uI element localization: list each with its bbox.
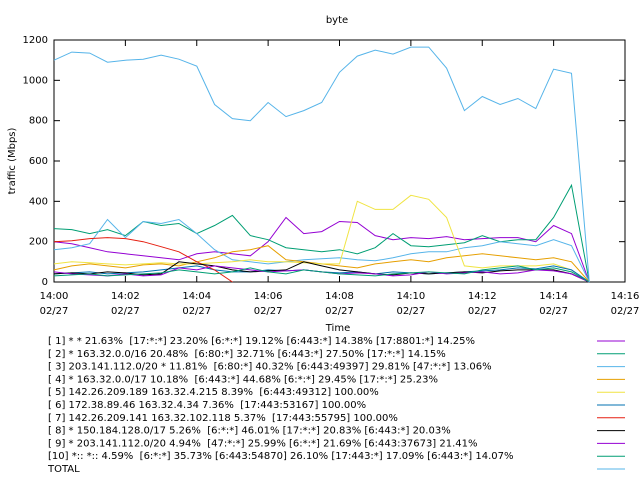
x-tick-label: 14:16	[611, 291, 640, 302]
y-tick-label: 400	[29, 196, 48, 207]
x-tick-date: 02/27	[539, 306, 568, 317]
series-line	[53, 218, 590, 283]
series-line	[53, 216, 590, 283]
legend-label: [ 7] 142.26.209.141 163.32.102.118 5.37%…	[48, 413, 398, 424]
x-tick-label: 14:12	[468, 291, 497, 302]
x-tick-date: 02/27	[325, 306, 354, 317]
y-tick-label: 0	[42, 277, 48, 288]
legend-label: [ 2] * 163.32.0.0/16 20.48% [6:80:*] 32.…	[48, 349, 446, 360]
legend-label: [ 5] 142.26.209.189 163.32.4.215 8.39% […	[48, 387, 379, 398]
x-tick-date: 02/27	[40, 306, 69, 317]
legend-label: [ 6] 172.38.89.46 163.32.4.34 7.36% [17:…	[48, 400, 366, 411]
x-tick-date: 02/27	[611, 306, 640, 317]
x-tick-date: 02/27	[254, 306, 283, 317]
legend-label: [ 9] * 203.141.112.0/20 4.94% [47:*:*] 2…	[48, 438, 478, 449]
y-tick-label: 1200	[23, 35, 48, 46]
x-tick-date: 02/27	[111, 306, 140, 317]
legend-label: TOTAL	[47, 464, 80, 475]
series-line	[53, 194, 590, 283]
x-tick-label: 14:02	[111, 291, 140, 302]
legend-label: [ 3] 203.141.112.0/20 * 11.81% [6:80:*] …	[48, 362, 492, 373]
legend-label: [ 1] * * 21.63% [17:*:*] 23.20% [6:*:*] …	[48, 336, 475, 347]
x-tick-label: 14:08	[325, 291, 354, 302]
x-tick-date: 02/27	[468, 306, 497, 317]
x-tick-label: 14:04	[182, 291, 211, 302]
y-tick-label: 1000	[23, 75, 48, 86]
series-line	[53, 265, 590, 283]
x-tick-label: 14:06	[254, 291, 283, 302]
x-tick-label: 14:14	[539, 291, 568, 302]
y-axis-label: traffic (Mbps)	[7, 127, 18, 194]
chart-title: byte	[326, 15, 348, 26]
x-tick-label: 14:00	[40, 291, 69, 302]
x-tick-label: 14:10	[396, 291, 425, 302]
y-tick-label: 200	[29, 237, 48, 248]
series-line	[53, 261, 590, 283]
y-tick-label: 800	[29, 116, 48, 127]
legend-label: [ 8] * 150.184.128.0/17 5.26% [6:*:*] 46…	[48, 426, 451, 437]
x-tick-date: 02/27	[396, 306, 425, 317]
legend-label: [ 4] * 163.32.0.0/17 10.18% [6:443:*] 44…	[48, 374, 438, 385]
series-line	[53, 46, 590, 283]
y-tick-label: 600	[29, 156, 48, 167]
legend-label: [10] *:: *:: 4.59% [6:*:*] 35.73% [6:443…	[48, 451, 513, 462]
x-axis-label: Time	[325, 323, 350, 334]
x-tick-date: 02/27	[182, 306, 211, 317]
